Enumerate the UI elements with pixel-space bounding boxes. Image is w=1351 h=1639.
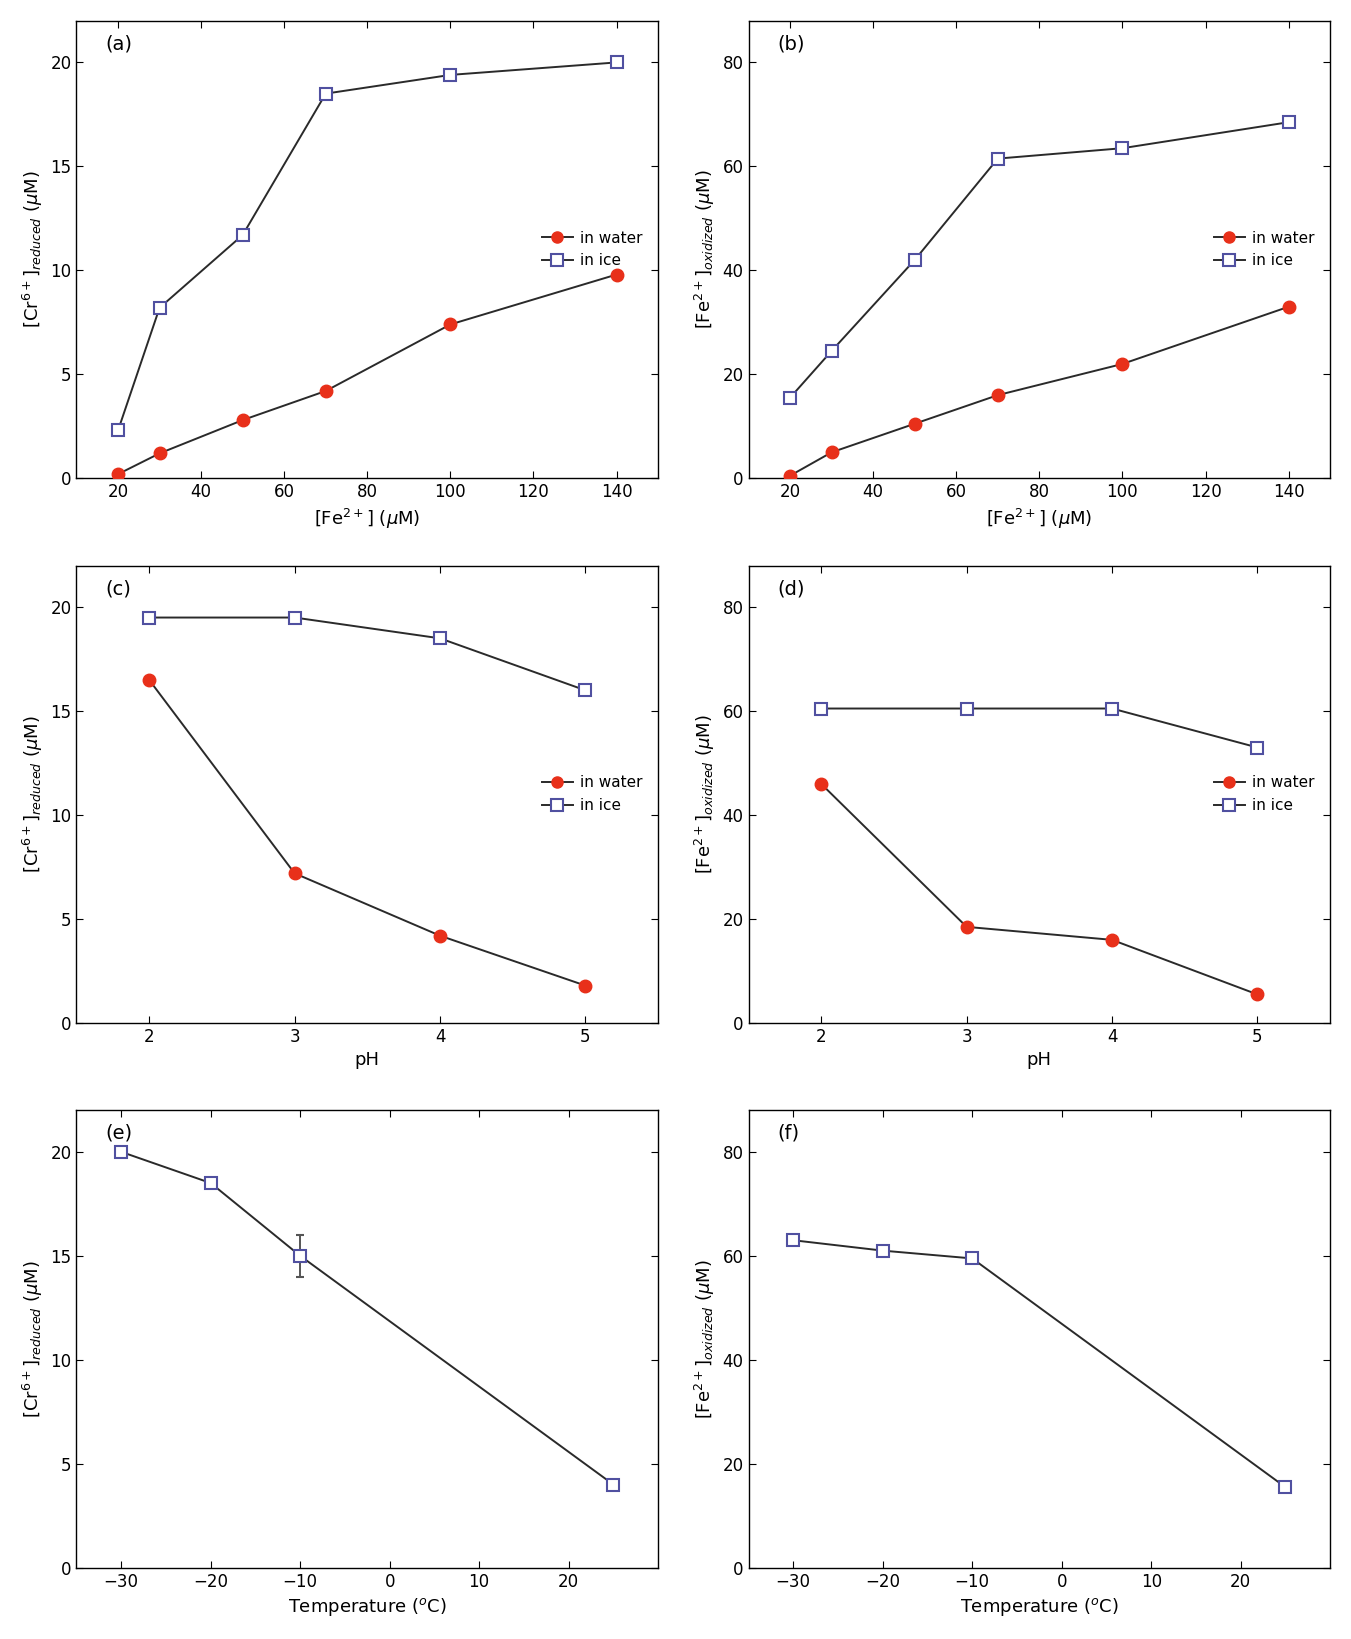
Text: (b): (b): [778, 34, 805, 54]
Legend: in water, in ice: in water, in ice: [1206, 767, 1323, 821]
Legend: in water, in ice: in water, in ice: [1206, 223, 1323, 275]
X-axis label: [Fe$^{2+}$] ($\mu$M): [Fe$^{2+}$] ($\mu$M): [313, 506, 420, 531]
X-axis label: pH: pH: [355, 1052, 380, 1070]
X-axis label: Temperature ($^{o}$C): Temperature ($^{o}$C): [288, 1596, 447, 1618]
Text: (a): (a): [105, 34, 132, 54]
Y-axis label: [Fe$^{2+}$]$_{oxidized}$ ($\mu$M): [Fe$^{2+}$]$_{oxidized}$ ($\mu$M): [693, 715, 717, 874]
Text: (e): (e): [105, 1124, 132, 1142]
Y-axis label: [Fe$^{2+}$]$_{oxidized}$ ($\mu$M): [Fe$^{2+}$]$_{oxidized}$ ($\mu$M): [693, 170, 717, 329]
Legend: in water, in ice: in water, in ice: [535, 767, 650, 821]
X-axis label: [Fe$^{2+}$] ($\mu$M): [Fe$^{2+}$] ($\mu$M): [986, 506, 1093, 531]
Text: (d): (d): [778, 579, 805, 598]
Y-axis label: [Cr$^{6+}$]$_{reduced}$ ($\mu$M): [Cr$^{6+}$]$_{reduced}$ ($\mu$M): [20, 716, 45, 874]
Y-axis label: [Cr$^{6+}$]$_{reduced}$ ($\mu$M): [Cr$^{6+}$]$_{reduced}$ ($\mu$M): [20, 1260, 45, 1418]
X-axis label: Temperature ($^{o}$C): Temperature ($^{o}$C): [961, 1596, 1119, 1618]
Y-axis label: [Cr$^{6+}$]$_{reduced}$ ($\mu$M): [Cr$^{6+}$]$_{reduced}$ ($\mu$M): [20, 170, 45, 328]
X-axis label: pH: pH: [1027, 1052, 1052, 1070]
Text: (c): (c): [105, 579, 131, 598]
Y-axis label: [Fe$^{2+}$]$_{oxidized}$ ($\mu$M): [Fe$^{2+}$]$_{oxidized}$ ($\mu$M): [693, 1259, 717, 1419]
Text: (f): (f): [778, 1124, 800, 1142]
Legend: in water, in ice: in water, in ice: [535, 223, 650, 275]
